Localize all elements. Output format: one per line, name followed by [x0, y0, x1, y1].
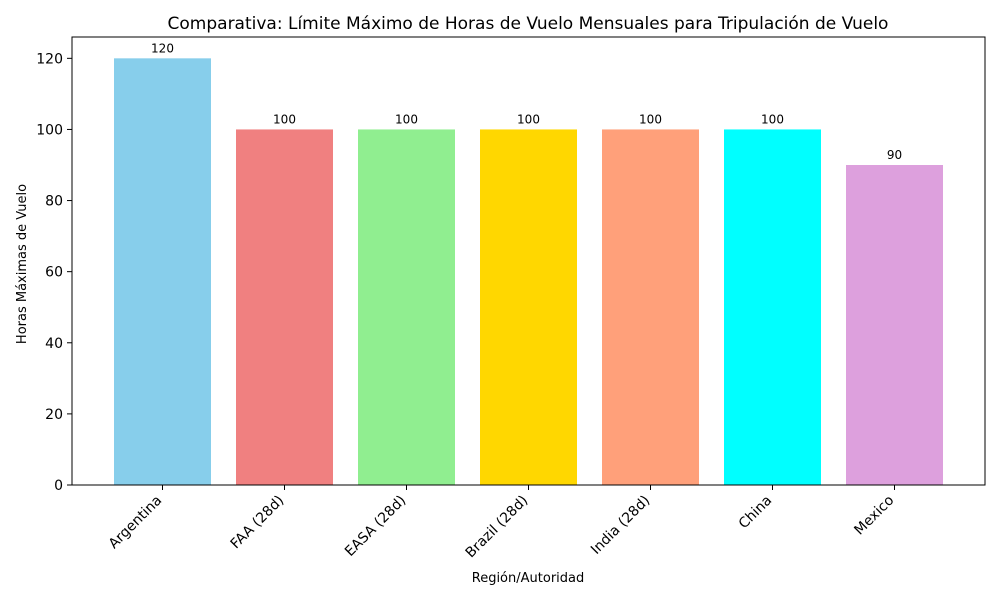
y-tick-label-4: 80 — [45, 194, 63, 210]
data-label-0: 120 — [151, 41, 174, 55]
data-label-5: 100 — [761, 112, 784, 126]
data-label-6: 90 — [887, 148, 902, 162]
x-axis: Argentina FAA (28d) EASA (28d) Brazil (28d)… — [106, 485, 897, 562]
y-axis-label: Horas Máximas de Vuelo — [15, 184, 30, 344]
y-tick-label-1: 20 — [45, 407, 63, 423]
bars-layer — [114, 58, 943, 485]
x-axis-label: Región/Autoridad — [472, 571, 585, 586]
bar-6 — [846, 165, 943, 485]
bar-5 — [724, 129, 821, 485]
bar-3 — [480, 129, 577, 485]
bar-0 — [114, 58, 211, 485]
x-tick-label-0: Argentina — [106, 493, 166, 553]
y-tick-label-6: 120 — [36, 51, 63, 67]
data-label-1: 100 — [273, 112, 296, 126]
bar-2 — [358, 129, 455, 485]
bar-1 — [236, 129, 333, 485]
y-tick-label-5: 100 — [36, 122, 63, 138]
data-labels-layer: 120 100 100 100 100 100 90 — [151, 41, 902, 162]
data-label-2: 100 — [395, 112, 418, 126]
y-tick-label-2: 40 — [45, 336, 63, 352]
x-tick-label-5: China — [736, 493, 776, 533]
x-tick-label-4: India (28d) — [588, 493, 653, 558]
x-tick-label-2: EASA (28d) — [342, 493, 409, 560]
x-tick-label-3: Brazil (28d) — [463, 493, 532, 562]
chart-title: Comparativa: Límite Máximo de Horas de V… — [168, 14, 889, 34]
y-tick-label-3: 60 — [45, 265, 63, 281]
y-tick-label-0: 0 — [54, 478, 63, 494]
y-axis: 0 20 40 60 80 100 120 — [36, 51, 72, 494]
bar-4 — [602, 129, 699, 485]
x-tick-label-1: FAA (28d) — [228, 493, 288, 553]
plot-frame — [71, 36, 986, 486]
data-label-3: 100 — [517, 112, 540, 126]
x-tick-label-6: Mexico — [851, 493, 897, 539]
data-label-4: 100 — [639, 112, 662, 126]
